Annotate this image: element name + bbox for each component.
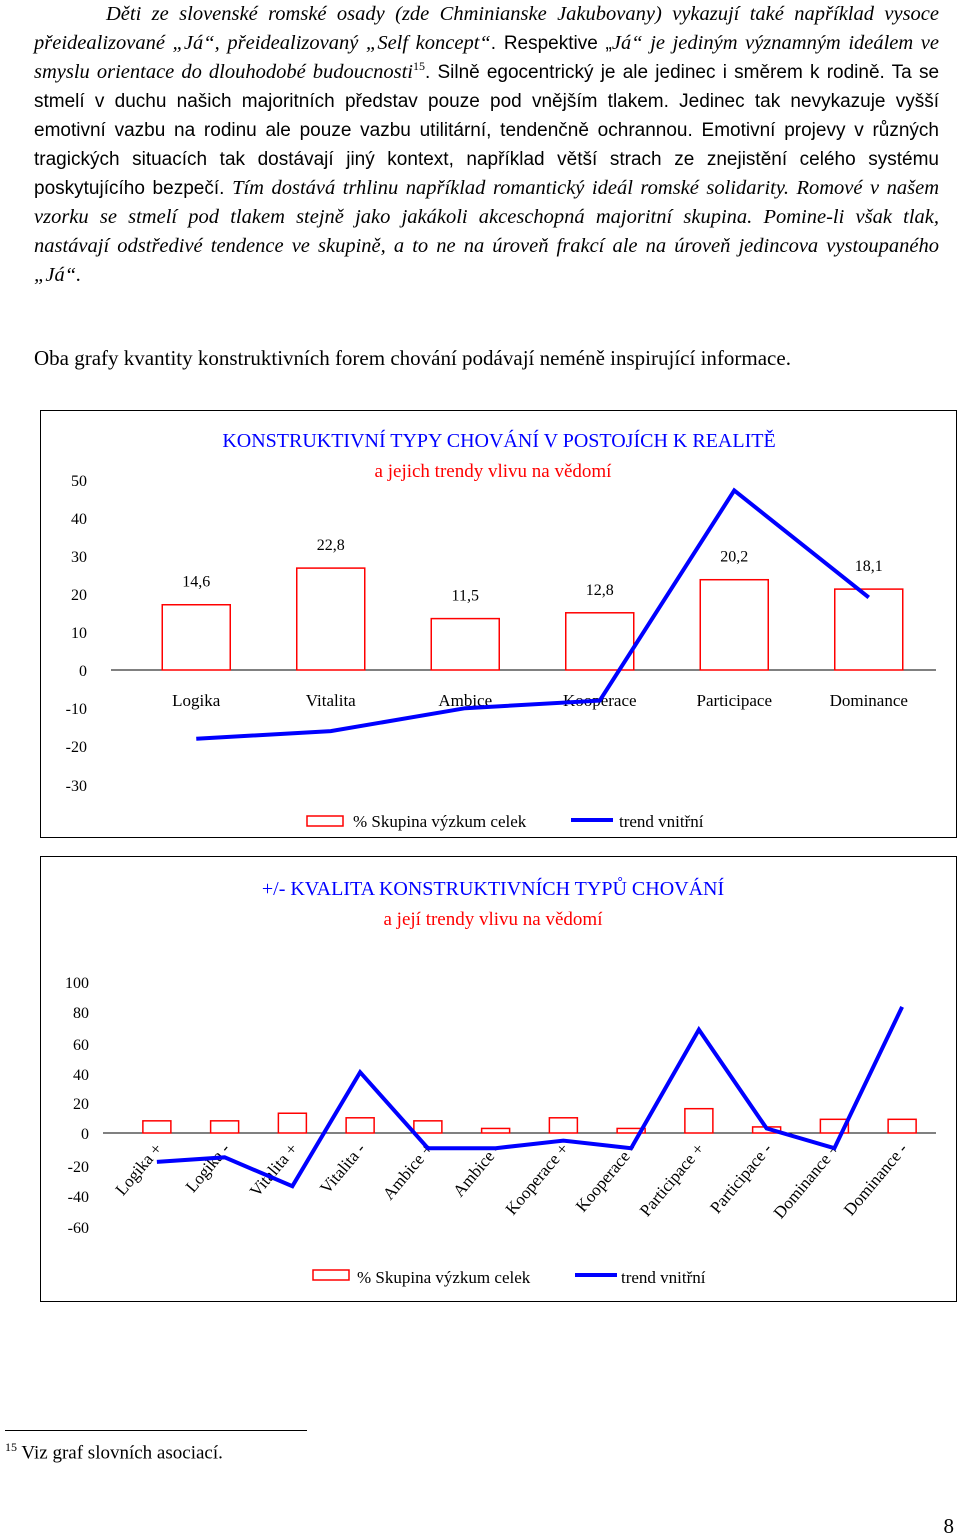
- bar: [699, 578, 769, 671]
- category-label: Logika: [172, 691, 221, 710]
- y-tick-label: 80: [73, 1005, 89, 1022]
- y-tick-label: -40: [68, 1189, 89, 1206]
- category-label: Logika -: [182, 1139, 234, 1196]
- chart-1-svg: KONSTRUKTIVNÍ TYPY CHOVÁNÍ V POSTOJÍCH K…: [66, 429, 936, 831]
- category-label: Dominance -: [840, 1139, 912, 1219]
- bar: [296, 567, 366, 671]
- chart-2-title: +/- KVALITA KONSTRUKTIVNÍCH TYPŮ CHOVÁNÍ: [262, 876, 725, 900]
- y-tick-label: -30: [66, 778, 87, 795]
- category-label: Participace: [696, 691, 772, 710]
- y-tick-label: 0: [81, 1126, 89, 1143]
- y-tick-label: -20: [68, 1159, 89, 1176]
- bar: [548, 1117, 579, 1134]
- y-tick-label: -20: [66, 739, 87, 756]
- footnote: 15 Viz graf slovních asociací.: [5, 1440, 223, 1464]
- category-label: Vitalita: [306, 691, 356, 710]
- category-label: Kooperace -: [572, 1139, 640, 1215]
- bar: [480, 1127, 511, 1134]
- category-label: Vitalita -: [316, 1139, 369, 1197]
- chart-2-subtitle: a její trendy vlivu na vědomí: [384, 909, 604, 930]
- bar: [887, 1118, 917, 1134]
- y-tick-label: 50: [71, 473, 87, 490]
- p1-sentence-6: Tím dostává trhlinu například romantický…: [34, 177, 939, 286]
- footnote-ref[interactable]: 15: [413, 59, 425, 74]
- paragraph-2: Oba grafy kvantity konstruktivních forem…: [34, 346, 791, 370]
- bar: [616, 1127, 646, 1134]
- bar: [565, 612, 635, 671]
- chart-1-subtitle: a jejich trendy vlivu na vědomí: [375, 461, 613, 482]
- bar: [142, 1120, 172, 1134]
- data-label: 20,2: [720, 549, 748, 566]
- legend-bar-swatch: [306, 815, 344, 827]
- y-tick-label: -10: [66, 701, 87, 718]
- category-label: Ambice: [438, 691, 492, 710]
- chart-2-svg: +/- KVALITA KONSTRUKTIVNÍCH TYPŮ CHOVÁNÍ…: [65, 876, 936, 1287]
- y-tick-label: 40: [71, 511, 87, 528]
- data-label: 12,8: [586, 582, 614, 599]
- trend-line: [156, 1005, 904, 1189]
- y-tick-label: 20: [71, 587, 87, 604]
- data-label: 14,6: [182, 574, 210, 591]
- chart-constructive-types: KONSTRUKTIVNÍ TYPY CHOVÁNÍ V POSTOJÍCH K…: [40, 410, 957, 838]
- category-label: Dominance +: [770, 1139, 844, 1222]
- footnote-text: Viz graf slovních asociací.: [21, 1442, 223, 1464]
- p1-sentence-3: Já“ je jediným významným ideálem ve smys…: [34, 32, 940, 83]
- bar: [430, 617, 500, 671]
- bar: [684, 1107, 714, 1134]
- legend-line-label: trend vnitřní: [619, 812, 704, 831]
- data-label: 22,8: [317, 537, 345, 554]
- bar: [413, 1120, 443, 1134]
- y-tick-label: 40: [73, 1067, 89, 1084]
- page-number: 8: [943, 1514, 955, 1538]
- y-tick-label: 100: [65, 975, 89, 992]
- data-label: 18,1: [855, 558, 883, 575]
- legend-line-label: trend vnitřní: [621, 1268, 706, 1287]
- p1-sentence-4: . Silně: [425, 62, 480, 83]
- p1-sentence-2: . Respektive „: [490, 33, 612, 54]
- category-label: Participace +: [636, 1139, 708, 1220]
- category-label: Kooperace +: [502, 1139, 573, 1218]
- data-label: 11,5: [452, 588, 479, 605]
- trend-line: [196, 487, 870, 741]
- p1-sentence-5: egocentrický je ale jedinec i směrem k r…: [34, 62, 940, 199]
- p1-sentence-1: Děti ze slovenské romské osady (zde Chmi…: [34, 3, 939, 54]
- paragraph-1: Děti ze slovenské romské osady (zde Chmi…: [34, 0, 939, 290]
- bar: [834, 588, 904, 671]
- legend-bar-label: % Skupina výzkum celek: [357, 1268, 531, 1287]
- legend-bar-swatch: [312, 1269, 350, 1281]
- y-tick-label: 10: [71, 625, 87, 642]
- y-tick-label: 0: [79, 663, 87, 680]
- y-tick-label: -60: [68, 1220, 89, 1237]
- bar: [161, 603, 231, 671]
- y-tick-label: 30: [71, 549, 87, 566]
- chart-quality-types: +/- KVALITA KONSTRUKTIVNÍCH TYPŮ CHOVÁNÍ…: [40, 856, 957, 1302]
- category-label: Participace -: [706, 1139, 776, 1217]
- bar: [345, 1117, 375, 1134]
- legend-bar-label: % Skupina výzkum celek: [353, 812, 527, 831]
- bar: [209, 1120, 240, 1134]
- footnote-number: 15: [5, 1440, 17, 1454]
- footnote-divider: [5, 1430, 307, 1431]
- category-label: Dominance: [830, 691, 908, 710]
- bar: [277, 1112, 308, 1134]
- y-tick-label: 20: [73, 1096, 89, 1113]
- y-tick-label: 60: [73, 1037, 89, 1054]
- category-label: Logika +: [112, 1139, 166, 1199]
- chart-1-title: KONSTRUKTIVNÍ TYPY CHOVÁNÍ V POSTOJÍCH K…: [222, 429, 775, 452]
